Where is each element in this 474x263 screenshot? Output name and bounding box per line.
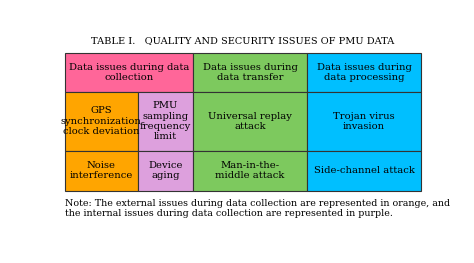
Bar — [193, 92, 307, 151]
Text: Trojan virus
invasion: Trojan virus invasion — [333, 112, 395, 131]
Text: Data issues during data
collection: Data issues during data collection — [69, 63, 189, 82]
Text: TABLE I.   QUALITY AND SECURITY ISSUES OF PMU DATA: TABLE I. QUALITY AND SECURITY ISSUES OF … — [91, 36, 394, 45]
Text: Data issues during
data processing: Data issues during data processing — [317, 63, 411, 82]
Bar — [138, 151, 193, 190]
Text: Data issues during
data transfer: Data issues during data transfer — [202, 63, 298, 82]
Bar — [65, 151, 138, 190]
Text: Device
aging: Device aging — [148, 161, 182, 180]
Bar — [307, 92, 421, 151]
Text: Note: The external issues during data collection are represented in orange, and
: Note: The external issues during data co… — [65, 199, 450, 218]
Text: GPS
synchronization
clock deviation: GPS synchronization clock deviation — [61, 107, 142, 136]
Bar — [65, 53, 193, 92]
Bar — [193, 151, 307, 190]
Text: PMU
sampling
frequency
limit: PMU sampling frequency limit — [140, 101, 191, 141]
Bar — [193, 53, 307, 92]
Bar — [65, 92, 138, 151]
Bar — [307, 53, 421, 92]
Text: Noise
interference: Noise interference — [70, 161, 133, 180]
Bar — [307, 151, 421, 190]
Bar — [138, 92, 193, 151]
Text: Man-in-the-
middle attack: Man-in-the- middle attack — [215, 161, 285, 180]
Text: Side-channel attack: Side-channel attack — [314, 166, 415, 175]
Text: Universal replay
attack: Universal replay attack — [208, 112, 292, 131]
